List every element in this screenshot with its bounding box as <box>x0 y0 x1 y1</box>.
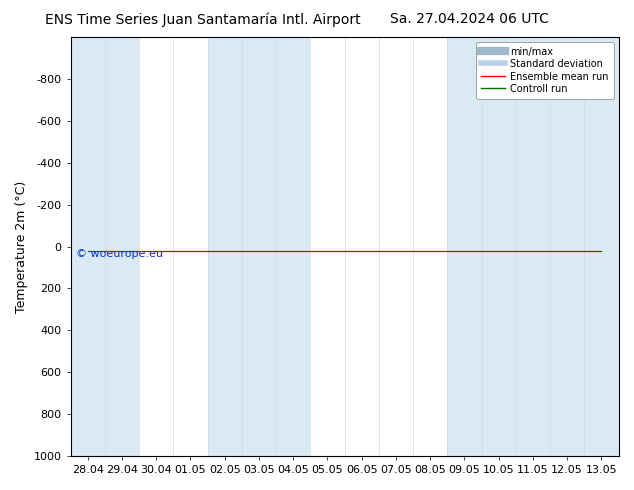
Bar <box>482 37 516 456</box>
Bar <box>585 37 619 456</box>
Text: ENS Time Series Juan Santamaría Intl. Airport: ENS Time Series Juan Santamaría Intl. Ai… <box>45 12 361 27</box>
Bar <box>550 37 585 456</box>
Bar <box>276 37 310 456</box>
Bar <box>70 37 105 456</box>
Bar <box>207 37 242 456</box>
Bar <box>516 37 550 456</box>
Y-axis label: Temperature 2m (°C): Temperature 2m (°C) <box>15 180 28 313</box>
Text: Sa. 27.04.2024 06 UTC: Sa. 27.04.2024 06 UTC <box>390 12 548 26</box>
Bar <box>448 37 482 456</box>
Legend: min/max, Standard deviation, Ensemble mean run, Controll run: min/max, Standard deviation, Ensemble me… <box>476 42 614 99</box>
Bar <box>242 37 276 456</box>
Text: © woeurope.eu: © woeurope.eu <box>76 248 163 259</box>
Bar <box>105 37 139 456</box>
